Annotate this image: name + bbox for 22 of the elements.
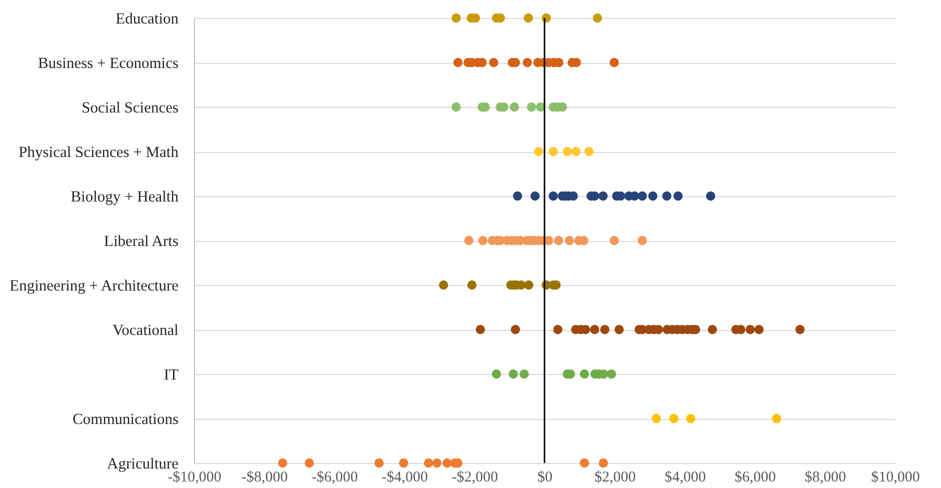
x-tick-label: $8,000 — [804, 470, 846, 486]
y-tick-label: Vocational — [112, 322, 178, 339]
y-tick-label: Education — [116, 10, 179, 28]
x-tick-label: -$10,000 — [168, 470, 222, 486]
x-tick-label: -$8,000 — [241, 470, 288, 486]
x-tick-label: $10,000 — [871, 470, 920, 486]
x-tick-label: -$4,000 — [382, 470, 428, 486]
x-tick-label: $6,000 — [734, 470, 776, 486]
x-tick-label: $0 — [538, 470, 552, 486]
y-tick-label: Biology + Health — [70, 188, 179, 206]
x-tick-label: $4,000 — [664, 470, 706, 486]
y-tick-label: Communications — [72, 411, 178, 428]
y-tick-label: IT — [164, 366, 180, 384]
y-tick-label: Social Sciences — [82, 100, 178, 116]
y-tick-label: Agriculture — [107, 456, 179, 472]
y-tick-label: Physical Sciences + Math — [18, 144, 179, 161]
y-tick-label: Liberal Arts — [104, 233, 178, 250]
x-tick-label: -$6,000 — [312, 470, 358, 486]
y-tick-label: Business + Economics — [38, 55, 178, 72]
y-tick-label: Engineering + Architecture — [10, 278, 179, 294]
x-tick-label: $2,000 — [594, 470, 636, 486]
x-tick-label: -$2,000 — [452, 470, 498, 486]
